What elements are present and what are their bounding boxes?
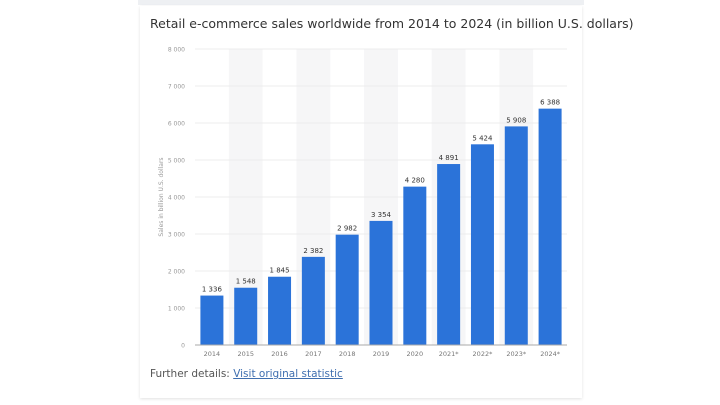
data-label: 4 891 bbox=[439, 154, 459, 162]
data-label: 4 280 bbox=[405, 177, 425, 185]
data-label: 1 548 bbox=[236, 278, 256, 286]
data-label: 5 908 bbox=[506, 116, 526, 124]
x-tick-label: 2014 bbox=[204, 350, 221, 358]
data-label: 6 388 bbox=[540, 99, 560, 107]
bar-2020 bbox=[403, 186, 427, 345]
further-details-label: Further details: bbox=[150, 368, 230, 380]
bar-2023 bbox=[504, 126, 528, 346]
y-tick-label: 2 000 bbox=[168, 269, 185, 276]
x-tick-label: 2023* bbox=[506, 350, 527, 358]
bar-2021 bbox=[437, 164, 461, 345]
x-tick-label: 2021* bbox=[439, 350, 460, 358]
y-tick-label: 3 000 bbox=[168, 232, 185, 239]
further-details: Further details: Visit original statisti… bbox=[150, 368, 343, 380]
data-label: 1 336 bbox=[202, 286, 223, 294]
y-tick-label: 8 000 bbox=[168, 47, 185, 54]
y-tick-label: 4 000 bbox=[168, 195, 185, 202]
data-label: 1 845 bbox=[270, 267, 290, 275]
bar-2018 bbox=[335, 234, 359, 345]
x-tick-label: 2015 bbox=[237, 350, 254, 358]
y-tick-label: 6 000 bbox=[168, 121, 185, 128]
x-tick-label: 2024* bbox=[540, 350, 561, 358]
x-tick-label: 2020 bbox=[407, 350, 424, 358]
bar-2014 bbox=[200, 295, 224, 345]
bar-2015 bbox=[234, 287, 258, 345]
data-label: 2 382 bbox=[303, 247, 323, 255]
bar-2024 bbox=[538, 108, 562, 345]
x-tick-label: 2022* bbox=[473, 350, 494, 358]
chart-title: Retail e-commerce sales worldwide from 2… bbox=[150, 16, 634, 31]
top-divider bbox=[138, 0, 584, 5]
x-tick-label: 2018 bbox=[339, 350, 356, 358]
visit-original-statistic-link[interactable]: Visit original statistic bbox=[233, 368, 343, 380]
bar-2017 bbox=[301, 256, 325, 345]
y-tick-label: 1 000 bbox=[168, 306, 185, 313]
data-label: 3 354 bbox=[371, 211, 392, 219]
y-tick-label: 5 000 bbox=[168, 158, 185, 165]
x-tick-label: 2017 bbox=[305, 350, 322, 358]
data-label: 5 424 bbox=[472, 134, 493, 142]
x-tick-label: 2019 bbox=[373, 350, 390, 358]
bar-2016 bbox=[268, 276, 292, 345]
bar-2019 bbox=[369, 220, 393, 345]
bar-2022 bbox=[470, 144, 494, 345]
data-label: 2 982 bbox=[337, 225, 357, 233]
y-axis-title: Sales in billion U.S. dollars bbox=[158, 157, 165, 236]
y-tick-label: 7 000 bbox=[168, 84, 185, 91]
x-tick-label: 2016 bbox=[271, 350, 288, 358]
y-tick-label: 0 bbox=[181, 343, 185, 350]
